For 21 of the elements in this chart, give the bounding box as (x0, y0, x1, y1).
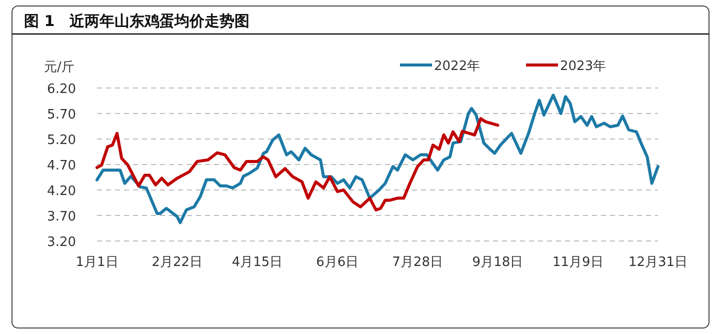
x-tick-label: 4月15日 (232, 255, 283, 270)
x-tick-label: 6月6日 (316, 255, 359, 270)
y-axis-title: 元/斤 (44, 60, 74, 75)
line-series (96, 117, 500, 212)
y-tick-label: 4.70 (47, 158, 76, 174)
x-tick-label: 12月31日 (628, 255, 688, 270)
y-tick-label: 5.70 (47, 108, 76, 122)
x-tick-label: 7月28日 (392, 255, 443, 270)
y-tick-label: 6.20 (47, 82, 76, 97)
x-tick-label: 2月22日 (152, 255, 203, 270)
line-series (96, 94, 660, 224)
chart-title: 图 1 近两年山东鸡蛋均价走势图 (24, 12, 250, 30)
y-tick-label: 4.20 (47, 184, 76, 199)
y-tick-label: 3.20 (47, 235, 76, 250)
x-tick-label: 9月18日 (472, 255, 524, 270)
y-tick-label: 5.20 (47, 133, 76, 148)
x-tick-label: 1月1日 (76, 255, 118, 270)
y-tick-label: 3.70 (47, 210, 76, 224)
x-tick-label: 11月9日 (552, 255, 604, 270)
legend-label: 2023年 (560, 59, 606, 74)
legend-label: 2022年 (434, 59, 480, 74)
